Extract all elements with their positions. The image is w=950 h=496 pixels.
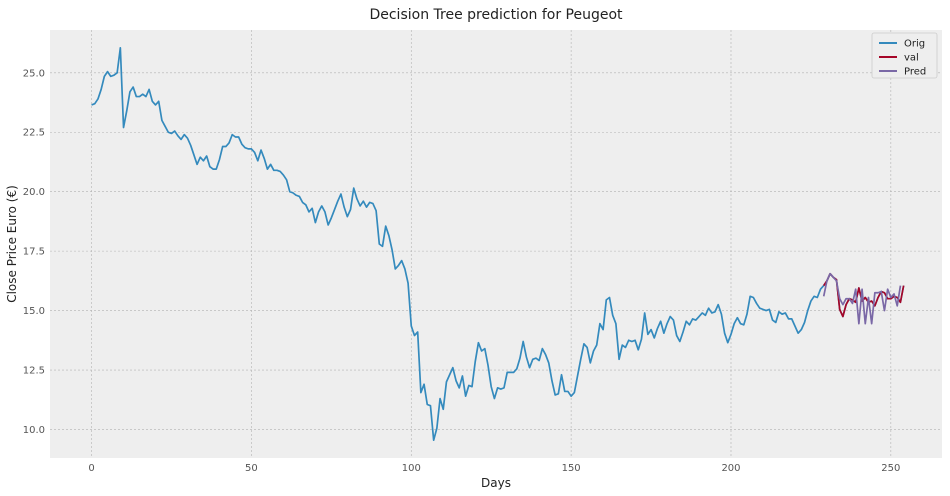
legend: Orig val Pred <box>871 32 938 79</box>
series-line-pred <box>822 272 902 325</box>
x-tick-label: 50 <box>245 463 258 474</box>
x-tick-label: 200 <box>721 463 740 474</box>
y-tick-label: 15.0 <box>23 306 45 317</box>
y-tick-label: 25.0 <box>23 68 45 79</box>
x-tick-label: 0 <box>88 463 94 474</box>
legend-box <box>871 32 938 79</box>
gridlines <box>50 30 942 458</box>
plot-background <box>50 30 942 458</box>
legend-label: Pred <box>904 67 926 78</box>
x-tick-label: 250 <box>881 463 900 474</box>
series-line-orig <box>91 46 905 442</box>
y-tick-label: 10.0 <box>23 425 45 436</box>
y-tick-label: 12.5 <box>23 366 45 377</box>
legend-label: val <box>904 53 919 64</box>
x-tick-label: 150 <box>562 463 581 474</box>
series-lines <box>91 46 905 442</box>
x-axis-label: Days <box>481 476 511 490</box>
x-axis: 0 50 100 150 200 250 <box>88 463 900 474</box>
x-tick-label: 100 <box>402 463 421 474</box>
y-tick-label: 17.5 <box>23 247 45 258</box>
y-tick-label: 20.0 <box>23 187 45 198</box>
y-tick-label: 22.5 <box>23 128 45 139</box>
y-axis-label: Close Price Euro (€) <box>5 185 19 303</box>
legend-label: Orig <box>904 39 925 50</box>
chart-title: Decision Tree prediction for Peugeot <box>369 7 623 23</box>
y-axis: 10.0 12.5 15.0 17.5 20.0 22.5 25.0 <box>23 68 45 436</box>
